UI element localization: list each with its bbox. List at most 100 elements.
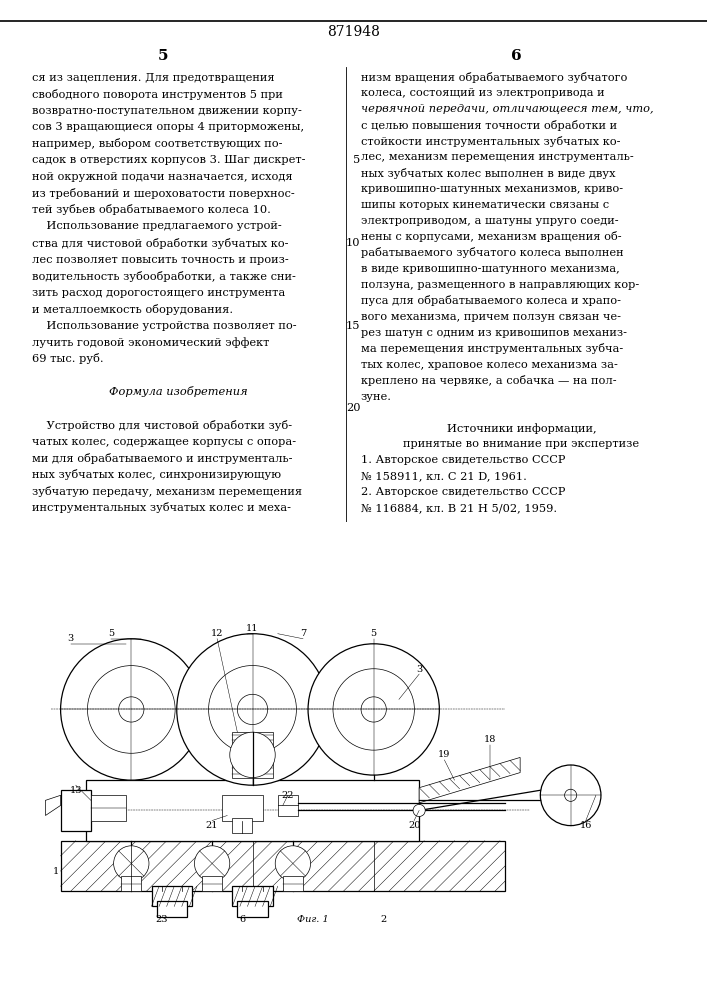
Text: инструментальных зубчатых колес и меха-: инструментальных зубчатых колес и меха-	[32, 502, 291, 513]
Text: 1: 1	[52, 867, 59, 876]
Text: стойкости инструментальных зубчатых ко-: стойкости инструментальных зубчатых ко-	[361, 136, 620, 147]
Bar	[278, 795, 298, 816]
Circle shape	[61, 639, 202, 780]
Circle shape	[540, 765, 601, 826]
Text: 871948: 871948	[327, 25, 380, 39]
Text: 69 тыс. руб.: 69 тыс. руб.	[32, 353, 103, 364]
Text: 18: 18	[484, 735, 496, 744]
Text: 3: 3	[68, 634, 74, 643]
Circle shape	[565, 789, 577, 801]
Text: 22: 22	[281, 791, 294, 800]
Text: шипы которых кинематически связаны с: шипы которых кинематически связаны с	[361, 200, 609, 210]
Text: в виде кривошипно-шатунного механизма,: в виде кривошипно-шатунного механизма,	[361, 264, 619, 274]
Text: ства для чистовой обработки зубчатых ко-: ства для чистовой обработки зубчатых ко-	[32, 238, 288, 249]
Text: ных зубчатых колес выполнен в виде двух: ных зубчатых колес выполнен в виде двух	[361, 168, 615, 179]
Circle shape	[238, 694, 268, 725]
Text: рабатываемого зубчатого колеса выполнен: рабатываемого зубчатого колеса выполнен	[361, 247, 623, 258]
Text: Устройство для чистовой обработки зуб-: Устройство для чистовой обработки зуб-	[32, 420, 292, 431]
Bar	[151, 886, 192, 906]
Bar	[233, 886, 273, 906]
Polygon shape	[419, 757, 520, 803]
Text: 13: 13	[69, 786, 82, 795]
Text: червячной передачи, отличающееся тем, что,: червячной передачи, отличающееся тем, чт…	[361, 104, 653, 114]
Text: тей зубьев обрабатываемого колеса 10.: тей зубьев обрабатываемого колеса 10.	[32, 204, 271, 215]
Bar	[202, 876, 222, 891]
Bar	[222, 795, 262, 821]
Text: ной окружной подачи назначается, исходя: ной окружной подачи назначается, исходя	[32, 172, 293, 182]
Text: № 116884, кл. В 21 Н 5/02, 1959.: № 116884, кл. В 21 Н 5/02, 1959.	[361, 503, 556, 513]
Circle shape	[308, 644, 439, 775]
Circle shape	[413, 804, 425, 817]
Text: ми для обрабатываемого и инструменталь-: ми для обрабатываемого и инструменталь-	[32, 453, 292, 464]
Text: садок в отверстиях корпусов 3. Шаг дискрет-: садок в отверстиях корпусов 3. Шаг дискр…	[32, 155, 305, 165]
Text: 21: 21	[206, 821, 218, 830]
Text: нены с корпусами, механизм вращения об-: нены с корпусами, механизм вращения об-	[361, 231, 621, 242]
Text: зубчатую передачу, механизм перемещения: зубчатую передачу, механизм перемещения	[32, 486, 302, 497]
Text: ных зубчатых колес, синхронизирующую: ных зубчатых колес, синхронизирующую	[32, 469, 281, 480]
Bar	[61, 841, 505, 891]
Bar	[61, 790, 91, 831]
Text: 1. Авторское свидетельство СССР: 1. Авторское свидетельство СССР	[361, 455, 565, 465]
Bar	[121, 876, 141, 891]
Bar	[91, 795, 127, 821]
Text: пуса для обрабатываемого колеса и храпо-: пуса для обрабатываемого колеса и храпо-	[361, 295, 621, 306]
Text: 5: 5	[158, 48, 168, 62]
Circle shape	[333, 669, 414, 750]
Text: водительность зубообработки, а также сни-: водительность зубообработки, а также сни…	[32, 271, 296, 282]
Text: лес позволяет повысить точность и произ-: лес позволяет повысить точность и произ-	[32, 255, 288, 265]
Text: Использование предлагаемого устрой-: Использование предлагаемого устрой-	[32, 221, 281, 231]
Text: низм вращения обрабатываемого зубчатого: низм вращения обрабатываемого зубчатого	[361, 72, 627, 83]
Text: сов 3 вращающиеся опоры 4 приторможены,: сов 3 вращающиеся опоры 4 приторможены,	[32, 122, 304, 132]
Text: зуне.: зуне.	[361, 392, 392, 402]
Text: 5: 5	[370, 629, 377, 638]
Text: 10: 10	[346, 238, 361, 248]
Text: 7: 7	[300, 629, 306, 638]
Circle shape	[361, 697, 386, 722]
Text: зить расход дорогостоящего инструмента: зить расход дорогостоящего инструмента	[32, 288, 285, 298]
Text: ползуна, размещенного в направляющих кор-: ползуна, размещенного в направляющих кор…	[361, 280, 639, 290]
Text: Фиг. 1: Фиг. 1	[297, 915, 329, 924]
Text: 16: 16	[580, 821, 592, 830]
Text: Формула изобретения: Формула изобретения	[109, 386, 248, 397]
Circle shape	[209, 666, 296, 753]
Text: рез шатун с одним из кривошипов механиз-: рез шатун с одним из кривошипов механиз-	[361, 328, 626, 338]
Text: Использование устройства позволяет по-: Использование устройства позволяет по-	[32, 321, 296, 331]
Circle shape	[119, 697, 144, 722]
Circle shape	[194, 846, 230, 881]
Text: креплено на червяке, а собачка — на пол-: креплено на червяке, а собачка — на пол-	[361, 375, 617, 386]
Circle shape	[88, 666, 175, 753]
Text: чатых колес, содержащее корпусы с опора-: чатых колес, содержащее корпусы с опора-	[32, 437, 296, 447]
Bar	[156, 901, 187, 916]
Bar	[238, 901, 268, 916]
Text: 20: 20	[346, 403, 361, 413]
Text: вого механизма, причем ползун связан че-: вого механизма, причем ползун связан че-	[361, 312, 621, 322]
Text: 11: 11	[246, 624, 259, 633]
Circle shape	[230, 732, 275, 778]
Text: 2: 2	[380, 915, 387, 924]
Circle shape	[275, 846, 310, 881]
Text: свободного поворота инструментов 5 при: свободного поворота инструментов 5 при	[32, 89, 283, 100]
Text: 15: 15	[346, 321, 361, 331]
Text: 12: 12	[211, 629, 223, 638]
Text: принятые во внимание при экспертизе: принятые во внимание при экспертизе	[404, 439, 639, 449]
Text: электроприводом, а шатуны упруго соеди-: электроприводом, а шатуны упруго соеди-	[361, 216, 618, 226]
Text: колеса, состоящий из электропривода и: колеса, состоящий из электропривода и	[361, 88, 604, 98]
Bar	[86, 780, 419, 841]
Text: 6: 6	[240, 915, 245, 924]
Text: с целью повышения точности обработки и: с целью повышения точности обработки и	[361, 120, 617, 131]
Text: 2. Авторское свидетельство СССР: 2. Авторское свидетельство СССР	[361, 487, 565, 497]
Text: из требований и шероховатости поверхнос-: из требований и шероховатости поверхнос-	[32, 188, 295, 199]
Text: 5: 5	[108, 629, 114, 638]
Text: Источники информации,: Источники информации,	[447, 423, 596, 434]
Text: 6: 6	[510, 48, 522, 62]
Text: лес, механизм перемещения инструменталь-: лес, механизм перемещения инструменталь-	[361, 152, 633, 162]
Text: 5: 5	[354, 155, 361, 165]
Text: ма перемещения инструментальных зубча-: ма перемещения инструментальных зубча-	[361, 343, 623, 354]
Text: возвратно-поступательном движении корпу-: возвратно-поступательном движении корпу-	[32, 106, 302, 116]
Text: 3: 3	[416, 665, 422, 674]
Bar	[233, 818, 252, 833]
Polygon shape	[45, 795, 61, 816]
Text: тых колес, храповое колесо механизма за-: тых колес, храповое колесо механизма за-	[361, 360, 617, 370]
Text: кривошипно-шатунных механизмов, криво-: кривошипно-шатунных механизмов, криво-	[361, 184, 623, 194]
Text: и металлоемкость оборудования.: и металлоемкость оборудования.	[32, 304, 233, 315]
